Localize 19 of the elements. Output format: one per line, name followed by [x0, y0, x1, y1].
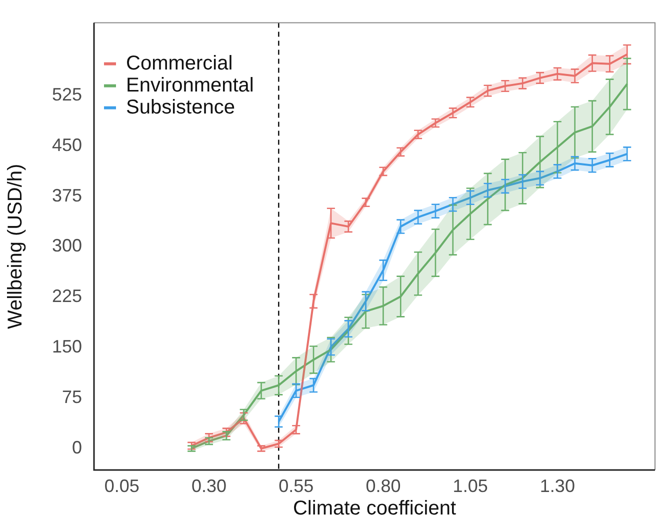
- y-tick-label: 225: [52, 286, 82, 306]
- y-tick-label: 150: [52, 336, 82, 357]
- x-tick-label: 0.30: [191, 476, 227, 496]
- x-tick-label: 1.30: [540, 476, 575, 496]
- x-tick-label: 0.05: [104, 476, 140, 496]
- legend-label: Commercial: [126, 52, 233, 74]
- y-tick-label: 75: [62, 387, 82, 408]
- x-axis-title: Climate coefficient: [292, 498, 456, 520]
- y-tick-label: 375: [52, 185, 82, 206]
- y-tick-label: 450: [52, 134, 82, 155]
- y-tick-label: 525: [52, 84, 82, 104]
- y-tick-label: 300: [52, 236, 82, 256]
- legend-label: Subsistence: [126, 96, 235, 118]
- legend-label: Environmental: [126, 74, 254, 96]
- x-tick-label: 0.55: [278, 476, 314, 496]
- x-tick-label: 1.05: [452, 476, 488, 496]
- x-tick-label: 0.80: [366, 476, 401, 496]
- y-axis-title: Wellbeing (USD/h): [4, 164, 27, 330]
- y-tick-label: 0: [72, 437, 82, 458]
